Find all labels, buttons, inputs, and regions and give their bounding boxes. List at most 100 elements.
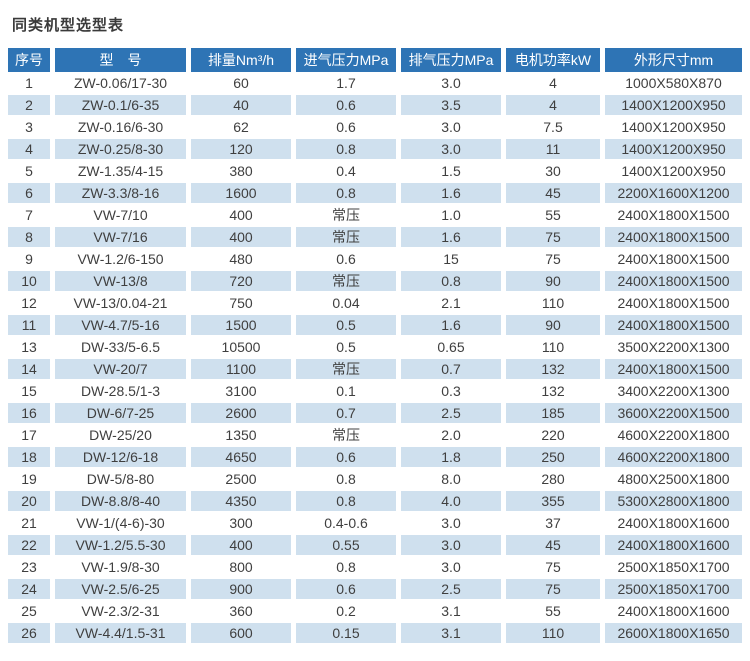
table-cell: 3.0 [441,559,461,575]
table-cell: 1.7 [336,75,356,91]
table-cell: 1500 [191,314,291,336]
table-cell: 2400X1800X1600 [617,603,730,619]
table-cell: 1400X1200X950 [605,138,742,160]
table-cell: 8 [8,226,50,248]
table-cell: 400 [229,207,253,223]
table-row: 1 ZW-0.06/17-30 60 1.7 3.0 4 1000X580X870 [8,72,742,94]
table-cell: 0.8 [401,270,501,292]
table-cell: ZW-0.1/6-35 [55,94,186,116]
table-cell: 3.1 [401,622,501,644]
table-cell: 0.8 [296,138,396,160]
table-cell: 2500X1850X1700 [605,578,742,600]
table-cell: 1.5 [441,163,461,179]
table-cell: 2.5 [401,578,501,600]
table-cell: 45 [506,182,600,204]
table-cell: 15 [21,383,37,399]
table-cell: 3.0 [401,534,501,556]
table-cell: 2500 [225,471,257,487]
table-cell: 45 [506,534,600,556]
table-cell: 75 [545,559,561,575]
table-cell: 0.5 [296,314,396,336]
table-cell: 26 [8,622,50,644]
table-cell: ZW-1.35/4-15 [77,163,164,179]
table-cell: 1400X1200X950 [621,163,726,179]
table-cell: 2400X1800X1500 [605,314,742,336]
table-cell: 2400X1800X1600 [605,534,742,556]
table-cell: 15 [443,251,459,267]
table-header-row: 序号型 号排量Nm³/h 进气压力MPa 排气压力MPa 电机功率kW 外形尺寸mm [8,48,742,72]
table-row: 11 VW-4.7/5-16 1500 0.5 1.6 90 2400X1800X1500 [8,314,742,336]
table-cell: VW-7/10 [93,207,148,223]
table-cell: 19 [21,471,37,487]
table-cell: 0.65 [437,339,465,355]
table-cell: 3400X2200X1300 [617,383,730,399]
table-cell: 220 [541,427,565,443]
table-cell: 6 [8,182,50,204]
table-cell: 0.55 [296,534,396,556]
table-cell: 2400X1800X1500 [617,295,730,311]
table-cell: VW-4.7/5-16 [55,314,186,336]
table-cell: 常压 [296,358,396,380]
table-row: 5 ZW-1.35/4-15 380 0.4 1.5 30 1400X1200X950 [8,160,742,182]
table-cell: 40 [191,94,291,116]
table-cell: 4600X2200X1800 [605,446,742,468]
table-cell: VW-13/8 [55,270,186,292]
table-cell: 常压 [296,270,396,292]
table-cell: 11 [8,314,50,336]
table-cell: 3.1 [441,603,461,619]
table-cell: 0.1 [336,383,356,399]
table-row: 17 DW-25/20 1350 常压 2.0 220 4600X2200X1800 [8,424,742,446]
table-cell: 4350 [191,490,291,512]
table-cell: 常压 [332,427,360,443]
table-cell: VW-1.9/8-30 [81,559,160,575]
table-cell: 4 [549,75,557,91]
table-row: 26 VW-4.4/1.5-31 600 0.15 3.1 110 2600X1800X16… [8,622,742,644]
table-cell: 75 [506,578,600,600]
table-cell: 3.0 [441,119,461,135]
table-cell: 30 [545,163,561,179]
table-cell: 0.4-0.6 [324,515,368,531]
table-cell: 0.04 [332,295,360,311]
table-cell: 120 [191,138,291,160]
table-cell: 720 [191,270,291,292]
table-cell: 110 [541,339,565,355]
table-cell: 90 [506,270,600,292]
header-cell: 排气压力MPa [401,48,501,72]
table-cell: VW-2.3/2-31 [81,603,160,619]
table-cell: 75 [545,251,561,267]
table-row: 25 VW-2.3/2-31 360 0.2 3.1 55 2400X1800X1600 [8,600,742,622]
table-cell: 2600X1800X1650 [605,622,742,644]
table-cell: 0.8 [296,182,396,204]
table-cell: 3100 [225,383,257,399]
table-cell: 0.4 [336,163,356,179]
table-cell: 2400X1800X1500 [617,207,730,223]
table-cell: 0.5 [336,339,356,355]
table-cell: 55 [545,603,561,619]
table-cell: 1400X1200X950 [605,94,742,116]
table-cell: 2400X1800X1500 [605,226,742,248]
table-cell: DW-28.5/1-3 [80,383,161,399]
table-row: 20 DW-8.8/8-40 4350 0.8 4.0 355 5300X2800X1800 [8,490,742,512]
table-cell: 2.1 [441,295,461,311]
table-cell: 0.6 [336,251,356,267]
table-cell: 25 [21,603,37,619]
header-cell: 外形尺寸mm [605,48,742,72]
table-cell: 75 [506,226,600,248]
table-cell: VW-1.2/5.5-30 [55,534,186,556]
table-cell: 132 [506,358,600,380]
table-cell: ZW-0.25/8-30 [55,138,186,160]
table-cell: 0.7 [296,402,396,424]
table-cell: 1 [25,75,33,91]
table-cell: 55 [545,207,561,223]
table-cell: 7.5 [543,119,563,135]
table-body: 1 ZW-0.06/17-30 60 1.7 3.0 4 1000X580X870 2 ZW-0… [8,72,742,644]
table-cell: 2600 [191,402,291,424]
table-row: 2 ZW-0.1/6-35 40 0.6 3.5 4 1400X1200X950 [8,94,742,116]
table-cell: 16 [8,402,50,424]
table-cell: 62 [233,119,249,135]
table-cell: 13 [21,339,37,355]
table-cell: 7 [25,207,33,223]
table-cell: 1600 [191,182,291,204]
table-row: 21 VW-1/(4-6)-30 300 0.4-0.6 3.0 37 2400X1800X… [8,512,742,534]
table-cell: 3 [25,119,33,135]
